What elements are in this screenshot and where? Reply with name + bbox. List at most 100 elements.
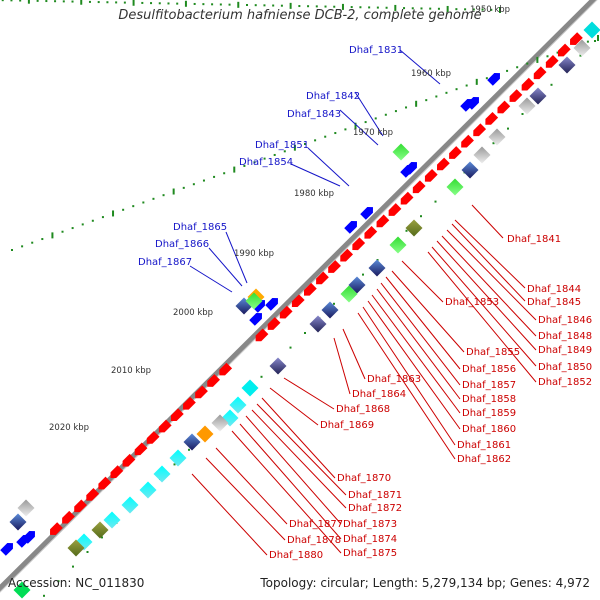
tick-mark (435, 95, 438, 98)
forward-cds-feature (449, 146, 462, 159)
gene-block-feature (529, 87, 547, 105)
tick-mark (405, 229, 408, 232)
tick-label-2010: 2010 kbp (111, 366, 151, 376)
gene-label-Dhaf_1877[interactable]: Dhaf_1877 (289, 519, 343, 530)
tick-mark (556, 51, 559, 54)
tick-mark (289, 2, 292, 9)
gene-label-Dhaf_1872[interactable]: Dhaf_1872 (348, 503, 402, 514)
inner-label-leader (357, 312, 456, 460)
gene-label-Dhaf_1873[interactable]: Dhaf_1873 (343, 519, 397, 530)
gene-label-Dhaf_1861[interactable]: Dhaf_1861 (457, 440, 511, 451)
gene-label-Dhaf_1852[interactable]: Dhaf_1852 (538, 377, 592, 388)
inner-label-leader (362, 306, 456, 446)
inner-label-leader (371, 294, 461, 414)
forward-cds-feature (62, 510, 75, 524)
gene-label-Dhaf_1868[interactable]: Dhaf_1868 (336, 404, 390, 415)
map-title: Desulfitobacterium hafniense DCB-2, comp… (118, 8, 482, 23)
reverse-cds-feature (404, 162, 417, 175)
tick-mark (101, 216, 104, 219)
forward-cds-feature (110, 465, 124, 478)
gene-block-feature (573, 39, 591, 57)
reverse-cds-feature (0, 543, 13, 556)
tick-mark (61, 230, 64, 233)
gene-label-Dhaf_1848[interactable]: Dhaf_1848 (538, 331, 592, 342)
tick-mark (446, 5, 449, 12)
inner-label-leader (261, 397, 336, 479)
gene-label-Dhaf_1864[interactable]: Dhaf_1864 (352, 389, 406, 400)
gene-label-Dhaf_1867[interactable]: Dhaf_1867 (138, 257, 192, 268)
gene-block-feature (473, 146, 491, 164)
gene-label-Dhaf_1858[interactable]: Dhaf_1858 (462, 394, 516, 405)
gene-label-Dhaf_1874[interactable]: Dhaf_1874 (343, 534, 397, 545)
gene-label-Dhaf_1862[interactable]: Dhaf_1862 (457, 454, 511, 465)
tick-mark (475, 78, 478, 85)
gene-block-feature (153, 465, 171, 483)
gene-label-Dhaf_1871[interactable]: Dhaf_1871 (348, 490, 402, 501)
tick-mark (86, 551, 89, 553)
gene-label-Dhaf_1870[interactable]: Dhaf_1870 (337, 473, 391, 484)
inner-label-leader (215, 447, 288, 525)
tick-mark (403, 7, 406, 10)
gene-label-Dhaf_1859[interactable]: Dhaf_1859 (462, 408, 516, 419)
tick-mark (420, 7, 423, 10)
forward-cds-feature (340, 248, 354, 262)
inner-label-leader (441, 235, 537, 337)
gene-label-Dhaf_1855[interactable]: Dhaf_1855 (466, 347, 520, 358)
forward-cds-feature (352, 237, 366, 251)
forward-cds-feature (50, 522, 63, 535)
inner-label-leader (431, 246, 537, 367)
gene-block-feature (9, 513, 27, 531)
gene-label-Dhaf_1865[interactable]: Dhaf_1865 (173, 222, 227, 233)
gene-label-Dhaf_1853[interactable]: Dhaf_1853 (445, 297, 499, 308)
gene-label-Dhaf_1875[interactable]: Dhaf_1875 (343, 548, 397, 559)
inner-label-leader (385, 276, 461, 370)
gene-label-Dhaf_1844[interactable]: Dhaf_1844 (527, 284, 581, 295)
forward-cds-feature (509, 89, 523, 102)
gene-label-Dhaf_1854[interactable]: Dhaf_1854 (239, 157, 293, 168)
gene-label-Dhaf_1845[interactable]: Dhaf_1845 (527, 297, 581, 308)
gene-label-Dhaf_1863[interactable]: Dhaf_1863 (367, 374, 421, 385)
forward-cds-feature (170, 408, 184, 421)
inner-label-leader (391, 270, 465, 353)
inner-label-leader (367, 300, 461, 430)
tick-mark (219, 3, 222, 6)
gene-label-Dhaf_1846[interactable]: Dhaf_1846 (538, 315, 592, 326)
gene-label-Dhaf_1869[interactable]: Dhaf_1869 (320, 420, 374, 431)
gene-label-Dhaf_1849[interactable]: Dhaf_1849 (538, 345, 592, 356)
tick-mark (263, 157, 266, 160)
tick-mark (579, 54, 582, 57)
tick-mark (132, 0, 135, 6)
gene-label-Dhaf_1860[interactable]: Dhaf_1860 (462, 424, 516, 435)
tick-mark (1, 0, 4, 2)
label-leader-lines (189, 49, 537, 556)
forward-cds-feature (533, 66, 547, 80)
tick-mark (516, 66, 519, 69)
gene-label-Dhaf_1831[interactable]: Dhaf_1831 (349, 45, 403, 56)
gene-label-Dhaf_1843[interactable]: Dhaf_1843 (287, 109, 341, 120)
tick-mark (341, 3, 344, 10)
tick-mark (51, 232, 54, 239)
tick-mark (304, 332, 306, 334)
tick-mark (62, 0, 65, 3)
gene-label-Dhaf_1880[interactable]: Dhaf_1880 (269, 550, 323, 561)
tick-mark (464, 8, 467, 11)
inner-label-leader (436, 240, 537, 351)
gene-label-Dhaf_1856[interactable]: Dhaf_1856 (462, 364, 516, 375)
gene-label-Dhaf_1841[interactable]: Dhaf_1841 (507, 234, 561, 245)
gene-label-Dhaf_1850[interactable]: Dhaf_1850 (538, 362, 592, 373)
gene-label-Dhaf_1878[interactable]: Dhaf_1878 (287, 535, 341, 546)
tick-mark (41, 238, 44, 241)
gene-label-Dhaf_1857[interactable]: Dhaf_1857 (462, 380, 516, 391)
gene-label-Dhaf_1866[interactable]: Dhaf_1866 (155, 239, 209, 250)
gene-label-Dhaf_1842[interactable]: Dhaf_1842 (306, 91, 360, 102)
tick-label-1970: 1970 kbp (353, 128, 393, 138)
forward-cds-feature (364, 225, 378, 239)
gene-block-feature (583, 21, 600, 39)
forward-cds-feature (146, 431, 160, 444)
gene-block-feature (368, 259, 386, 277)
tick-mark (228, 3, 231, 6)
gene-label-Dhaf_1851[interactable]: Dhaf_1851 (255, 140, 309, 151)
forward-cds-feature (521, 77, 535, 91)
tick-mark (293, 144, 296, 151)
tick-mark (132, 205, 135, 208)
